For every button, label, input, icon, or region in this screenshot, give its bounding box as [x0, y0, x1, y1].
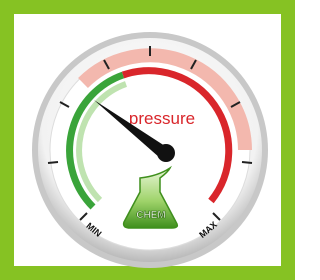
gauge-label: pressure	[129, 109, 195, 128]
badge-text: CHEM	[136, 210, 165, 221]
needle-hub	[157, 144, 175, 162]
gauge-icon: pressure CHEM MIN MAX	[0, 0, 295, 280]
page: pressure CHEM MIN MAX (() => { const dat…	[0, 0, 295, 280]
